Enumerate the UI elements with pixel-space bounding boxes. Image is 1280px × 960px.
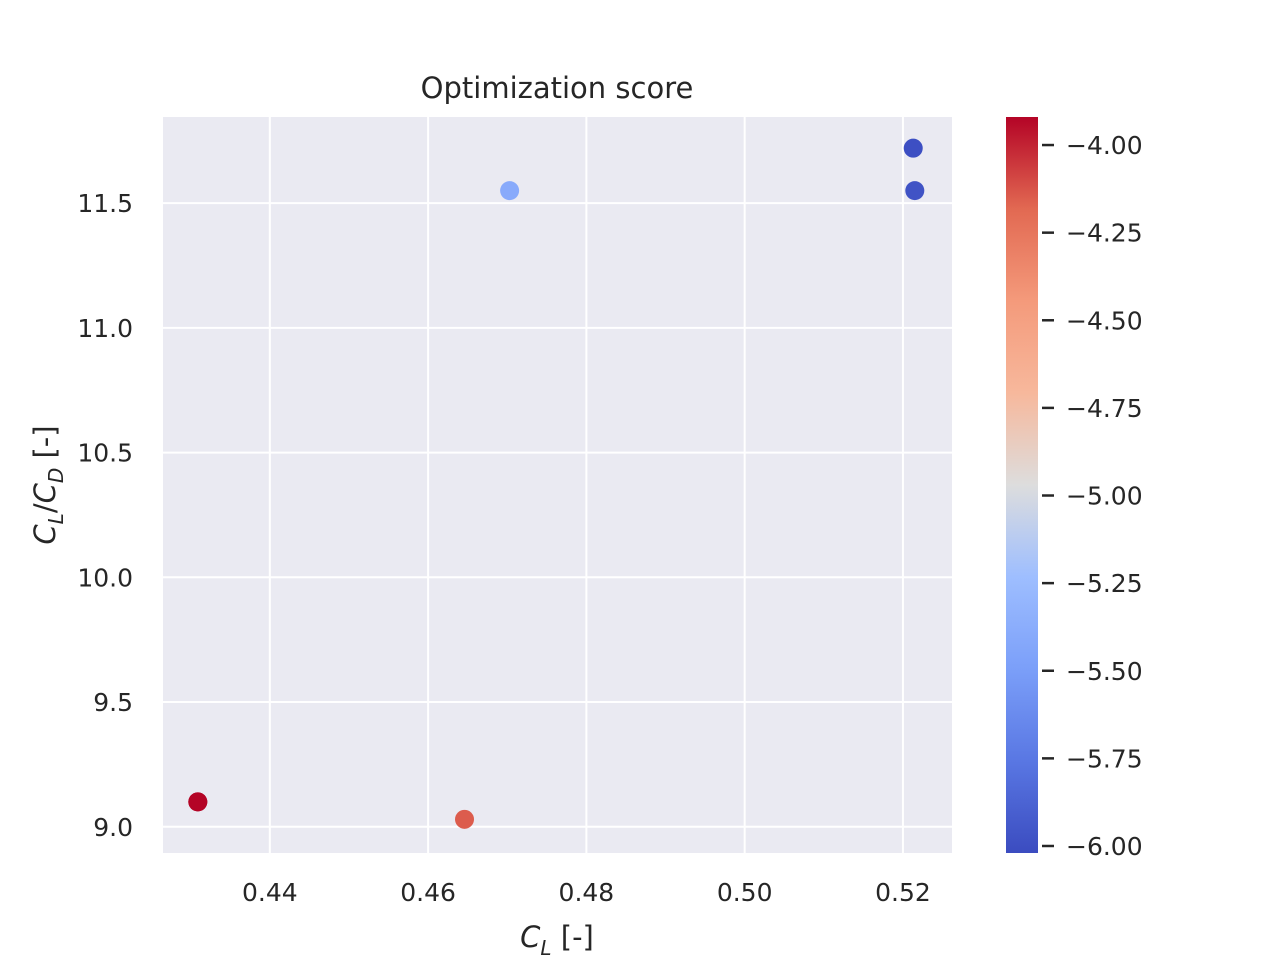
y-tick-label: 11.0 [77,314,133,343]
colorbar-tick-label: −5.75 [1066,744,1143,773]
x-axis-ticks: 0.44 0.46 0.48 0.50 0.52 [242,878,931,907]
y-axis-ticks: 9.0 9.5 10.0 10.5 11.0 11.5 [77,189,133,842]
y-tick-label: 9.0 [93,813,133,842]
data-points [188,138,925,829]
y-axis-label: CL/CD [-] [28,425,68,544]
x-axis-label-subscript: L [540,936,551,960]
x-tick-label: 0.44 [242,878,298,907]
y-axis-label-slash: / [28,503,62,513]
y-axis-label-num-symbol: C [28,524,62,545]
grid [163,117,952,853]
x-tick-label: 0.46 [400,878,456,907]
x-tick-label: 0.48 [559,878,615,907]
colorbar-tick-label: −5.50 [1066,657,1143,686]
y-tick-label: 11.5 [77,189,133,218]
colorbar-tick-label: −4.00 [1066,131,1143,160]
y-tick-label: 9.5 [93,688,133,717]
data-point [455,809,475,829]
y-axis-label-num-subscript: L [44,513,68,524]
y-axis-label-den-symbol: C [28,482,62,503]
chart-title: Optimization score [421,71,694,105]
x-axis-label-symbol: C [520,920,541,954]
data-point [188,792,208,812]
colorbar-tick-label: −5.25 [1066,569,1143,598]
colorbar [1006,117,1038,853]
y-tick-label: 10.5 [77,439,133,468]
data-point [905,181,925,201]
colorbar-tick-label: −6.00 [1066,832,1143,861]
y-axis-label-suffix: [-] [28,425,62,467]
x-axis-label-suffix: [-] [552,920,594,954]
data-point [500,181,520,201]
y-tick-label: 10.0 [77,563,133,592]
colorbar-tick-label: −4.25 [1066,219,1143,248]
colorbar-tick-label: −5.00 [1066,482,1143,511]
x-tick-label: 0.50 [717,878,773,907]
y-axis-label-den-subscript: D [44,468,68,483]
x-tick-label: 0.52 [875,878,931,907]
colorbar-tick-label: −4.75 [1066,394,1143,423]
colorbar-ticks: −4.00 −4.25 −4.50 −4.75 −5.00 −5.25 −5.50 −5.75… [1042,131,1143,861]
data-point [903,138,923,158]
plot-area [163,117,952,853]
colorbar-tick-label: −4.50 [1066,306,1143,335]
x-axis-label: CL [-] [520,920,594,960]
